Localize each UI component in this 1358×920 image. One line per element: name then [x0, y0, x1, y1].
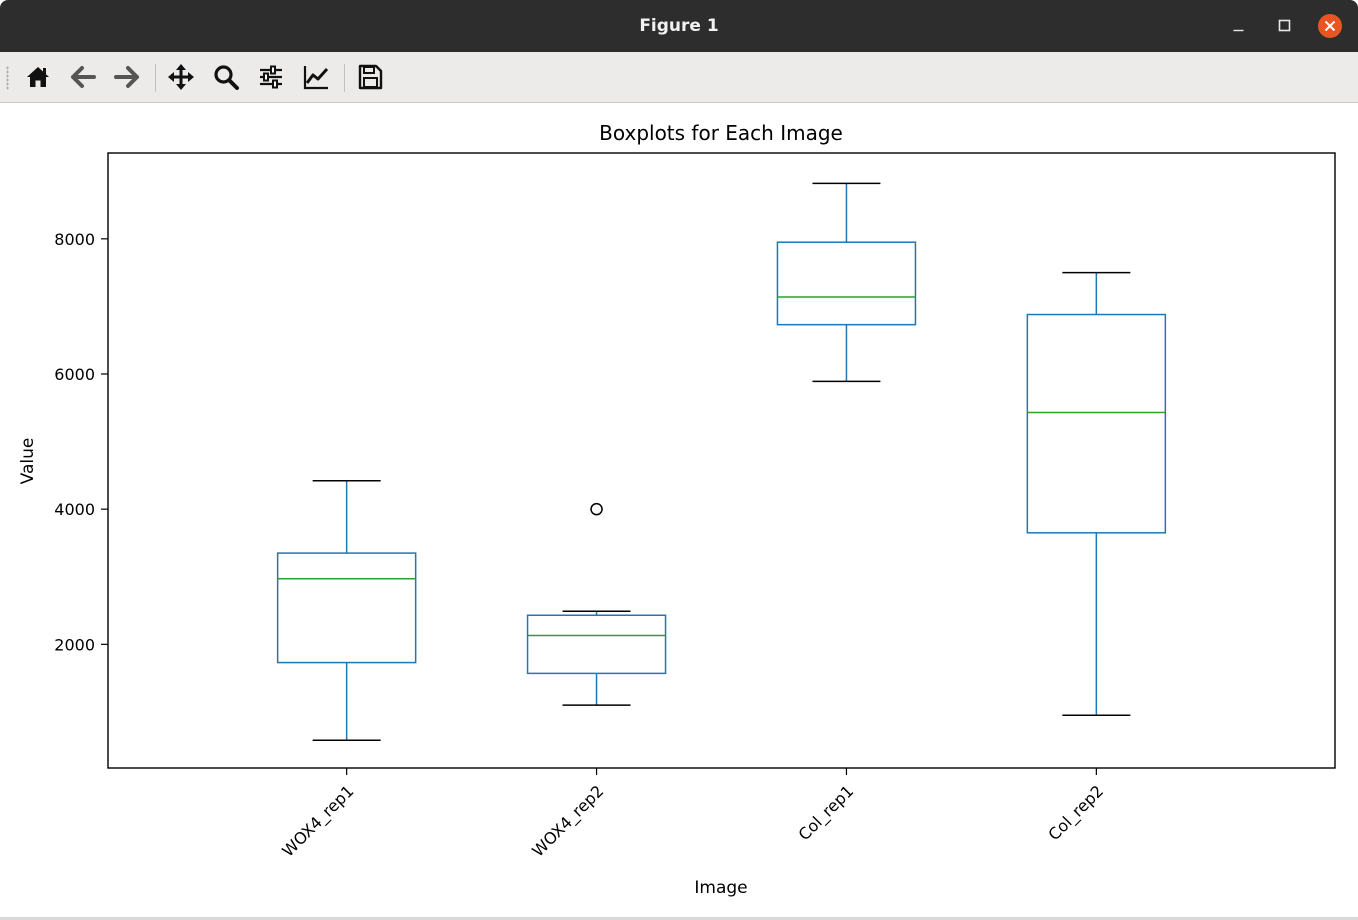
- y-tick-label: 8000: [54, 230, 95, 249]
- box-iqr: [776, 241, 917, 326]
- floppy-disk-icon: [358, 64, 383, 90]
- close-icon: [1318, 14, 1342, 38]
- home-icon: [27, 67, 49, 87]
- chart-title: Boxplots for Each Image: [599, 121, 843, 145]
- forward-button[interactable]: [109, 59, 145, 95]
- close-button[interactable]: [1317, 13, 1343, 39]
- toolbar-separator: [155, 64, 156, 92]
- minimize-button[interactable]: [1226, 13, 1252, 39]
- sliders-icon: [260, 65, 282, 89]
- box-iqr: [276, 552, 417, 664]
- magnifier-icon: [214, 65, 239, 90]
- arrow-right-icon: [114, 66, 139, 88]
- subplots-button[interactable]: [253, 59, 289, 95]
- y-tick-label: 6000: [54, 365, 95, 384]
- navigation-toolbar: [0, 52, 1358, 103]
- maximize-button[interactable]: [1272, 13, 1298, 39]
- boxplot-chart: Boxplots for Each Image 2000 4000 6000 8000…: [18, 121, 1336, 898]
- x-tick-label: Col_rep2: [1044, 781, 1108, 845]
- x-tick-label: Col_rep1: [794, 781, 858, 845]
- minimize-icon: [1233, 29, 1244, 32]
- box-iqr: [526, 614, 667, 675]
- y-tick-label: 2000: [54, 635, 95, 654]
- x-tick-label: WOX4_rep1: [278, 781, 358, 861]
- box-iqr: [1026, 313, 1167, 534]
- line-chart-icon: [303, 66, 329, 90]
- zoom-button[interactable]: [208, 59, 244, 95]
- x-axis-label: Image: [694, 878, 747, 898]
- title-bar[interactable]: Figure 1: [0, 0, 1358, 52]
- y-axis-label: Value: [18, 438, 38, 485]
- toolbar-grip[interactable]: [6, 66, 9, 90]
- window-title: Figure 1: [639, 16, 719, 36]
- plot-area: 2000 4000 6000 8000 WOX4_rep1 WOX4_rep2 Col_re…: [54, 182, 1167, 861]
- toolbar-separator: [344, 64, 345, 92]
- window-bottom-edge: [0, 917, 1358, 920]
- axes-frame: [107, 152, 1336, 769]
- y-tick-label: 4000: [54, 500, 95, 519]
- home-button[interactable]: [20, 59, 56, 95]
- move-icon: [168, 64, 194, 90]
- edit-axes-button[interactable]: [298, 59, 334, 95]
- save-button[interactable]: [352, 59, 388, 95]
- pan-button[interactable]: [163, 59, 199, 95]
- maximize-icon: [1278, 19, 1291, 32]
- outlier-point: [590, 502, 603, 516]
- x-tick-label: WOX4_rep2: [528, 781, 608, 861]
- figure-canvas[interactable]: Boxplots for Each Image 2000 4000 6000 8000…: [0, 103, 1358, 920]
- arrow-left-icon: [71, 66, 96, 88]
- back-button[interactable]: [65, 59, 101, 95]
